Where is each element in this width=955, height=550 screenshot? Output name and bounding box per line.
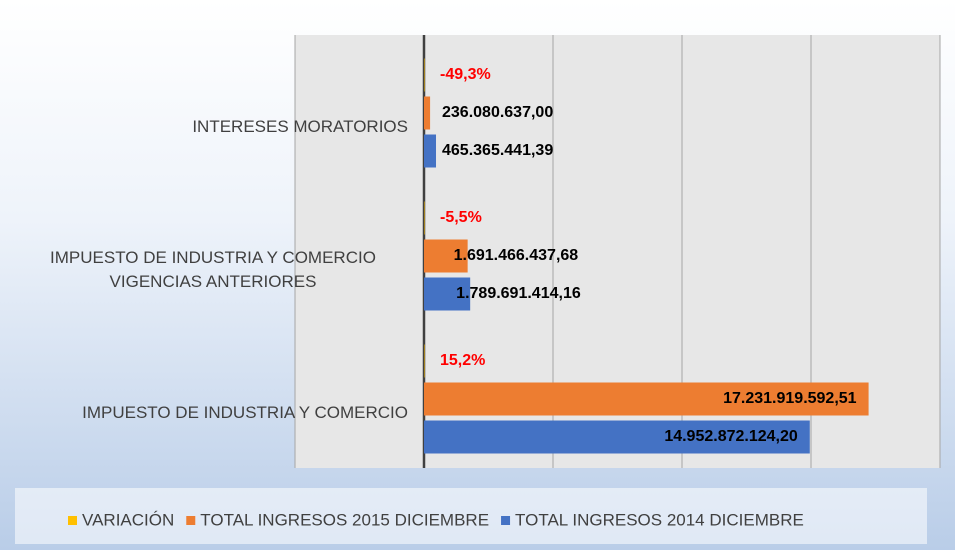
legend-bg bbox=[15, 488, 927, 544]
legend-label: VARIACIÓN bbox=[82, 510, 174, 529]
bar bbox=[424, 239, 468, 273]
data-label: 15,2% bbox=[440, 352, 485, 369]
legend-label: TOTAL INGRESOS 2014 DICIEMBRE bbox=[515, 510, 804, 529]
legend-label: TOTAL INGRESOS 2015 DICIEMBRE bbox=[200, 510, 489, 529]
data-label: 1.789.691.414,16 bbox=[456, 285, 581, 302]
bar bbox=[424, 277, 471, 311]
legend-swatch bbox=[501, 516, 511, 525]
category-label: IMPUESTO DE INDUSTRIA Y COMERCIO bbox=[82, 403, 408, 422]
bar bbox=[424, 344, 425, 378]
bar bbox=[424, 201, 425, 235]
bar bbox=[424, 134, 437, 168]
bar bbox=[424, 96, 431, 130]
data-label: -5,5% bbox=[440, 209, 482, 226]
bar bbox=[424, 382, 869, 416]
legend-swatch bbox=[68, 516, 77, 525]
data-label: 465.365.441,39 bbox=[442, 142, 553, 159]
data-label: 14.952.872.124,20 bbox=[664, 428, 798, 445]
data-label: 1.691.466.437,68 bbox=[454, 247, 579, 264]
bar bbox=[424, 58, 425, 92]
legend-swatch bbox=[186, 516, 196, 525]
data-label: 17.231.919.592,51 bbox=[723, 390, 857, 407]
data-label: -49,3% bbox=[440, 66, 491, 83]
category-label: INTERESES MORATORIOS bbox=[192, 117, 408, 136]
data-label: 236.080.637,00 bbox=[442, 104, 553, 121]
bar bbox=[424, 420, 810, 454]
category-label: IMPUESTO DE INDUSTRIA Y COMERCIO VIGENCI… bbox=[50, 248, 376, 291]
